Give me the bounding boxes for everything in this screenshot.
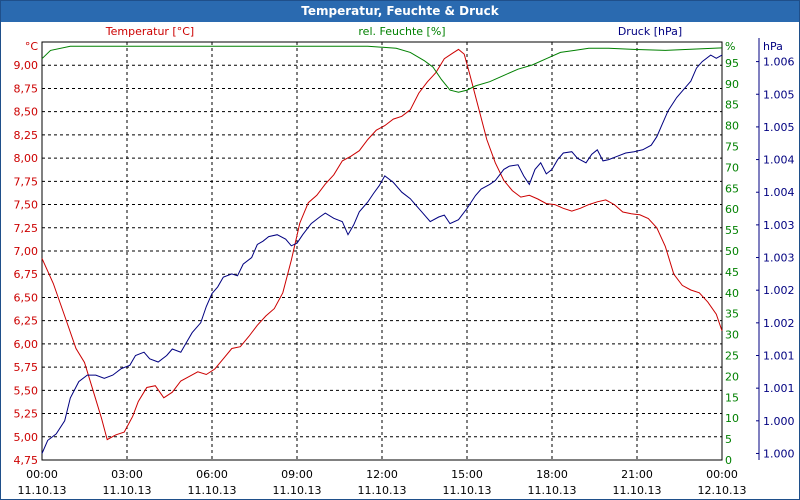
humidity-tick-label: 80 [725, 120, 739, 133]
pressure-tick-label: 1.004 [763, 186, 795, 199]
series-line-temperature [41, 48, 723, 441]
x-tick-date-label: 12.10.13 [698, 484, 747, 497]
chart-grid [41, 42, 723, 461]
temperature-tick-label: 8,25 [14, 129, 39, 142]
temperature-tick-label: 7,75 [14, 175, 39, 188]
x-tick-time-label: 21:00 [621, 468, 653, 481]
pressure-unit-label: hPa [763, 40, 783, 53]
x-tick-date-label: 11.10.13 [188, 484, 237, 497]
plot-frame [41, 41, 723, 461]
humidity-tick-label: 40 [725, 287, 739, 300]
pressure-tick-label: 1.005 [763, 88, 795, 101]
humidity-tick-label: 15 [725, 391, 739, 404]
temperature-unit-label: °C [25, 40, 39, 53]
temperature-tick-label: 4,75 [14, 454, 39, 467]
humidity-tick-label: 85 [725, 99, 739, 112]
series-line-humidity [41, 45, 723, 93]
humidity-tick-label: 35 [725, 308, 739, 321]
pressure-tick-label: 1.002 [763, 284, 795, 297]
humidity-tick-label: 0 [725, 454, 732, 467]
pressure-tick-label: 1.000 [763, 447, 795, 460]
humidity-axis-labels: 0 5 10 15 20 25 30 35 40 45 50 55 60 65 70 75 80 85 90 95 [725, 57, 739, 467]
humidity-tick-label: 70 [725, 161, 739, 174]
temperature-tick-label: 5,25 [14, 408, 39, 421]
humidity-unit-label: % [725, 40, 735, 53]
x-tick-date-label: 11.10.13 [613, 484, 662, 497]
pressure-tick-label: 1.003 [763, 219, 795, 232]
humidity-tick-label: 5 [725, 433, 732, 446]
temperature-tick-label: 5,75 [14, 361, 39, 374]
pressure-tick-label: 1.006 [763, 56, 795, 69]
x-tick-time-label: 00:00 [706, 468, 738, 481]
pressure-tick-label: 1.005 [763, 121, 795, 134]
temperature-tick-label: 8,75 [14, 82, 39, 95]
temperature-axis-labels: 4,75 5,00 5,25 5,50 5,75 6,00 6,25 6,50 6,75 7,00… [14, 59, 39, 467]
temperature-tick-label: 8,50 [14, 106, 39, 119]
humidity-tick-label: 50 [725, 245, 739, 258]
pressure-axis-labels: 1.000 1.000 1.001 1.001 1.002 1.002 1.003 1.003… [756, 38, 795, 460]
temperature-tick-label: 5,00 [14, 431, 39, 444]
temperature-tick-label: 7,50 [14, 199, 39, 212]
window-title: Temperatur, Feuchte & Druck [1, 1, 799, 22]
x-tick-date-label: 11.10.13 [528, 484, 577, 497]
x-tick-date-label: 11.10.13 [273, 484, 322, 497]
temperature-tick-label: 6,50 [14, 291, 39, 304]
pressure-axis-title: Druck [hPa] [618, 25, 682, 38]
temperature-tick-label: 9,00 [14, 59, 39, 72]
pressure-tick-label: 1.001 [763, 350, 795, 363]
temperature-tick-label: 6,00 [14, 338, 39, 351]
temperature-tick-label: 7,00 [14, 245, 39, 258]
humidity-tick-label: 55 [725, 224, 739, 237]
temperature-tick-label: 5,50 [14, 384, 39, 397]
humidity-tick-label: 25 [725, 350, 739, 363]
temperature-axis-title: Temperatur [°C] [105, 25, 194, 38]
temperature-tick-label: 6,25 [14, 315, 39, 328]
x-tick-time-label: 09:00 [281, 468, 313, 481]
x-tick-date-label: 11.10.13 [103, 484, 152, 497]
humidity-tick-label: 95 [725, 57, 739, 70]
x-tick-time-label: 12:00 [366, 468, 398, 481]
temperature-tick-label: 7,25 [14, 222, 39, 235]
x-tick-time-label: 15:00 [451, 468, 483, 481]
humidity-tick-label: 90 [725, 78, 739, 91]
x-tick-time-label: 03:00 [111, 468, 143, 481]
humidity-tick-label: 30 [725, 329, 739, 342]
pressure-tick-label: 1.001 [763, 382, 795, 395]
humidity-axis-title: rel. Feuchte [%] [358, 25, 445, 38]
humidity-tick-label: 10 [725, 412, 739, 425]
pressure-tick-label: 1.004 [763, 154, 795, 167]
x-tick-date-label: 11.10.13 [18, 484, 67, 497]
temperature-tick-label: 8,00 [14, 152, 39, 165]
x-tick-time-label: 18:00 [536, 468, 568, 481]
series-line-pressure [41, 54, 723, 454]
temperature-tick-label: 6,75 [14, 268, 39, 281]
chart-lines [41, 45, 723, 454]
humidity-tick-label: 75 [725, 141, 739, 154]
pressure-tick-label: 1.003 [763, 252, 795, 265]
humidity-tick-label: 60 [725, 203, 739, 216]
pressure-tick-label: 1.002 [763, 317, 795, 330]
x-tick-date-label: 11.10.13 [358, 484, 407, 497]
x-axis-labels: 00:00 11.10.13 03:00 11.10.13 06:00 11.10.13 0… [18, 468, 747, 497]
humidity-tick-label: 65 [725, 182, 739, 195]
humidity-tick-label: 45 [725, 266, 739, 279]
pressure-tick-label: 1.000 [763, 415, 795, 428]
x-tick-time-label: 00:00 [26, 468, 58, 481]
x-tick-date-label: 11.10.13 [443, 484, 492, 497]
x-tick-time-label: 06:00 [196, 468, 228, 481]
humidity-tick-label: 20 [725, 370, 739, 383]
chart-axis-labels: °C Temperatur [°C] rel. Feuchte [%] Druck [… [25, 25, 783, 53]
